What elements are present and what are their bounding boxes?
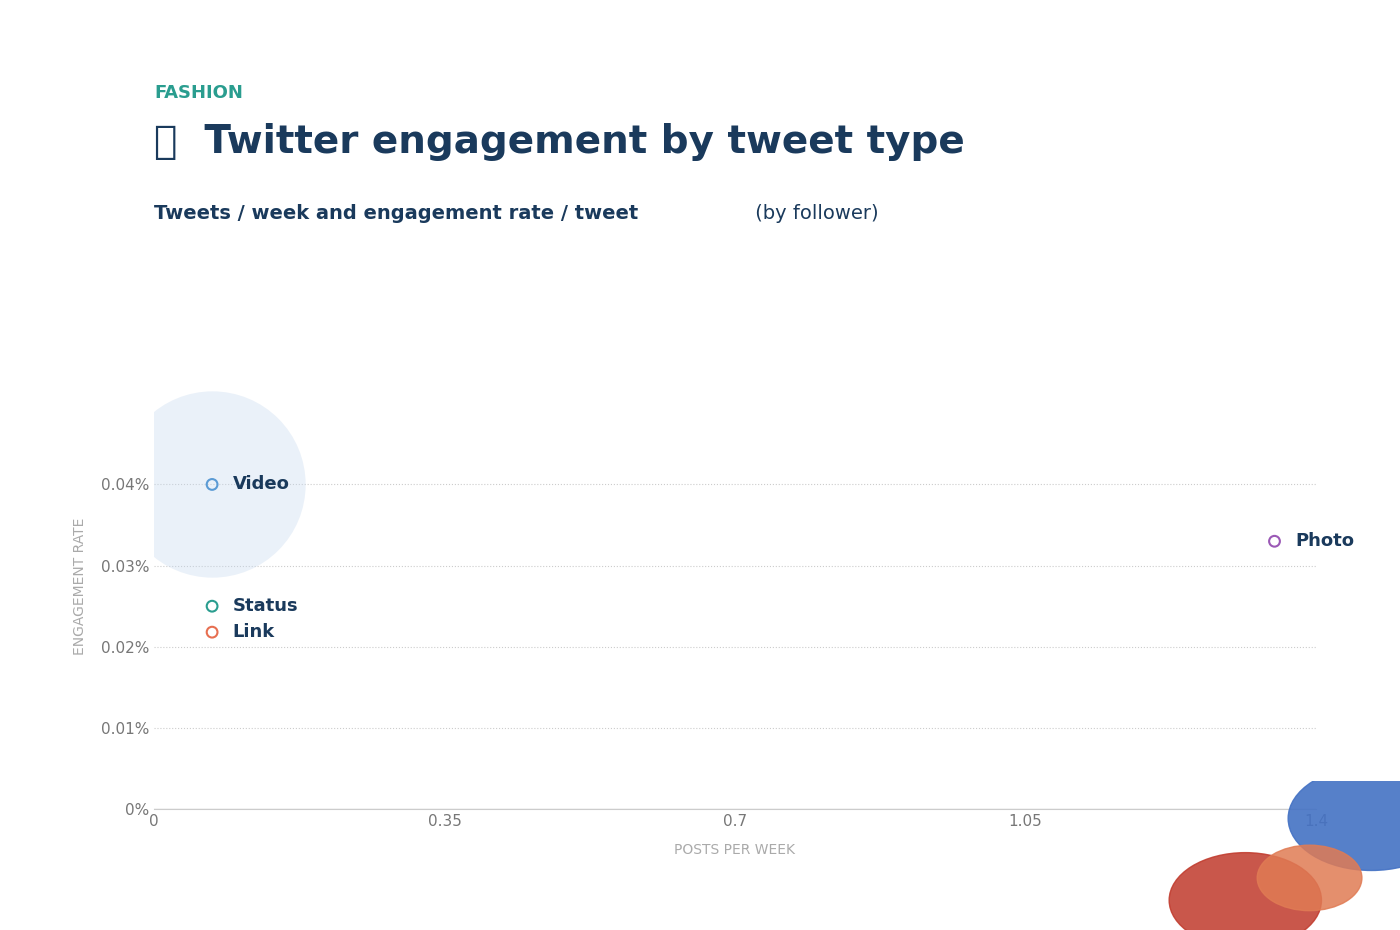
Point [202, 625, 224, 640]
Text: Tweets / week and engagement rate / tweet: Tweets / week and engagement rate / twee… [154, 204, 638, 222]
Point [1263, 534, 1285, 549]
Text: 🐦  Twitter engagement by tweet type: 🐦 Twitter engagement by tweet type [154, 124, 965, 162]
Circle shape [1169, 853, 1322, 930]
Text: Rival
IQ: Rival IQ [1249, 849, 1299, 890]
X-axis label: POSTS PER WEEK: POSTS PER WEEK [675, 843, 795, 857]
Text: Photo: Photo [1295, 532, 1354, 551]
Text: Video: Video [232, 475, 290, 494]
Text: Status: Status [232, 597, 298, 615]
Point [202, 599, 224, 614]
Text: (by follower): (by follower) [749, 204, 879, 222]
Point [202, 477, 224, 492]
Point [202, 477, 224, 492]
Text: Link: Link [232, 623, 274, 641]
Circle shape [1288, 766, 1400, 870]
Y-axis label: ENGAGEMENT RATE: ENGAGEMENT RATE [73, 517, 87, 655]
Text: FASHION: FASHION [154, 84, 242, 101]
Circle shape [1257, 845, 1362, 910]
